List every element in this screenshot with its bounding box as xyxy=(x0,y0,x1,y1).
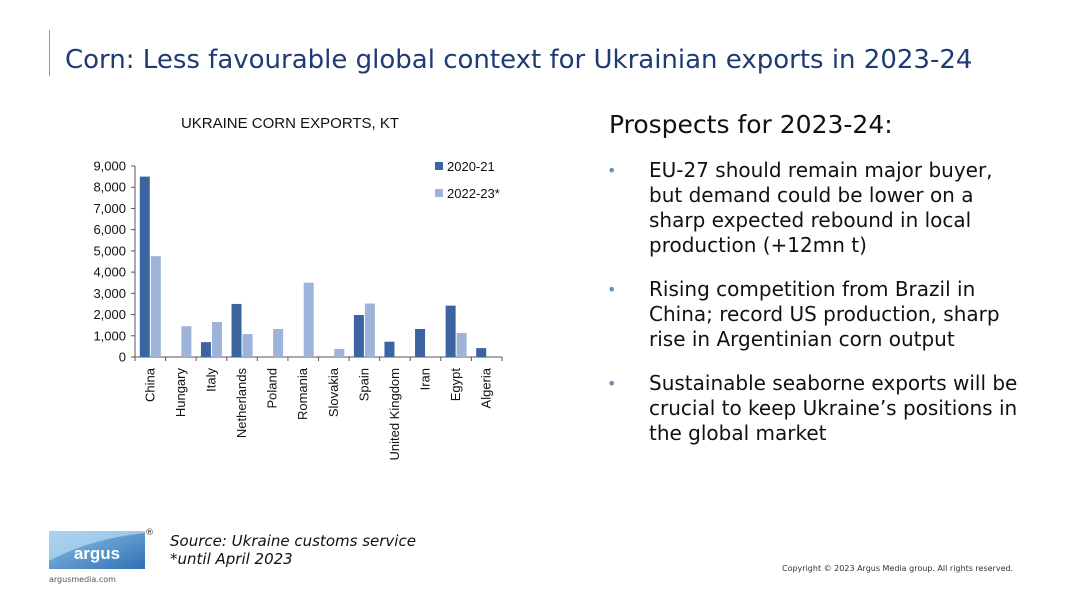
bar-202021-spain xyxy=(353,314,364,357)
x-tick-labels: China Hungary Italy Netherlands Poland Romani… xyxy=(142,367,493,460)
prospect-item: • Sustainable seaborne exports will be c… xyxy=(605,371,1025,446)
bar-202223-china xyxy=(150,256,161,357)
argus-logo-icon: argus xyxy=(49,531,145,569)
bar-202223-hungary xyxy=(181,326,192,357)
y-tick-label: 8,000 xyxy=(93,180,126,195)
logo-text: argus xyxy=(74,544,120,563)
x-tick-label: Slovakia xyxy=(326,367,341,417)
prospect-item: • EU-27 should remain major buyer, but d… xyxy=(605,158,1025,258)
title-divider xyxy=(49,30,50,76)
legend-label: 2020-21 xyxy=(447,159,495,174)
x-tick-label: Iran xyxy=(418,368,433,390)
prospects-heading: Prospects for 2023-24: xyxy=(609,110,893,139)
y-tick-label: 5,000 xyxy=(93,243,126,258)
slide-title: Corn: Less favourable global context for… xyxy=(65,45,973,75)
x-tick-label: Poland xyxy=(265,368,280,408)
prospects-list: • EU-27 should remain major buyer, but d… xyxy=(605,158,1025,465)
y-tick-label: 9,000 xyxy=(93,159,126,174)
bar-202021-iran xyxy=(415,328,426,357)
x-tick-label: Spain xyxy=(356,368,371,401)
y-tick-label: 2,000 xyxy=(93,307,126,322)
bar-202223-romania xyxy=(303,282,314,357)
source-line: Source: Ukraine customs service xyxy=(170,532,416,550)
bar-202021-algeria xyxy=(476,348,487,357)
bar-202223-egypt xyxy=(456,333,467,357)
prospect-text: Sustainable seaborne exports will be cru… xyxy=(649,371,1018,445)
source-note: Source: Ukraine customs service *until A… xyxy=(170,532,416,568)
y-tick-label: 6,000 xyxy=(93,222,126,237)
x-tick-label: Hungary xyxy=(173,368,188,418)
bar-202223-spain xyxy=(364,303,375,357)
bar-202021-china xyxy=(139,176,150,357)
prospect-text: EU-27 should remain major buyer, but dem… xyxy=(649,158,993,257)
x-tick-label: Netherlands xyxy=(234,368,249,439)
chart-title: UKRAINE CORN EXPORTS, KT xyxy=(181,115,399,132)
legend-swatch xyxy=(435,189,443,197)
x-tick-label: Egypt xyxy=(448,368,463,402)
x-tick-label: Algeria xyxy=(479,367,494,408)
legend-label: 2022-23* xyxy=(447,186,500,201)
chart-bars xyxy=(139,176,487,357)
bar-202223-netherlands xyxy=(242,334,253,357)
bar-202021-united-kingdom xyxy=(384,341,395,357)
logo-url: argusmedia.com xyxy=(49,575,116,584)
x-tick-label: Italy xyxy=(203,368,218,392)
bullet-icon: • xyxy=(607,280,617,299)
prospect-text: Rising competition from Brazil in China;… xyxy=(649,277,1000,351)
bar-202021-egypt xyxy=(445,305,456,357)
bar-202223-slovakia xyxy=(334,348,345,357)
x-tick-label: Romania xyxy=(295,367,310,420)
y-tick-label: 3,000 xyxy=(93,286,126,301)
bar-202223-poland xyxy=(273,328,284,357)
x-tick-label: United Kingdom xyxy=(387,368,402,461)
bar-202021-netherlands xyxy=(231,303,242,357)
bullet-icon: • xyxy=(607,161,617,180)
footnote-line: *until April 2023 xyxy=(170,550,293,568)
y-tick-label: 7,000 xyxy=(93,201,126,216)
x-tick-label: China xyxy=(142,367,157,402)
registered-mark: ® xyxy=(145,528,154,538)
copyright-text: Copyright © 2023 Argus Media group. All … xyxy=(782,564,1014,573)
chart-legend: 2020-21 2022-23* xyxy=(435,159,500,201)
chart-axes: 0 1,000 2,000 3,000 4,000 5,000 6,000 7,000 8,00… xyxy=(93,159,503,365)
bar-202021-italy xyxy=(200,342,211,357)
bar-202223-italy xyxy=(211,321,222,357)
legend-swatch xyxy=(435,162,443,170)
bullet-icon: • xyxy=(607,374,617,393)
corn-exports-chart: UKRAINE CORN EXPORTS, KT 0 1,000 2,000 3,00… xyxy=(93,115,503,461)
y-tick-label: 4,000 xyxy=(93,265,126,280)
y-tick-label: 0 xyxy=(119,350,126,365)
y-tick-label: 1,000 xyxy=(93,328,126,343)
prospect-item: • Rising competition from Brazil in Chin… xyxy=(605,277,1025,352)
